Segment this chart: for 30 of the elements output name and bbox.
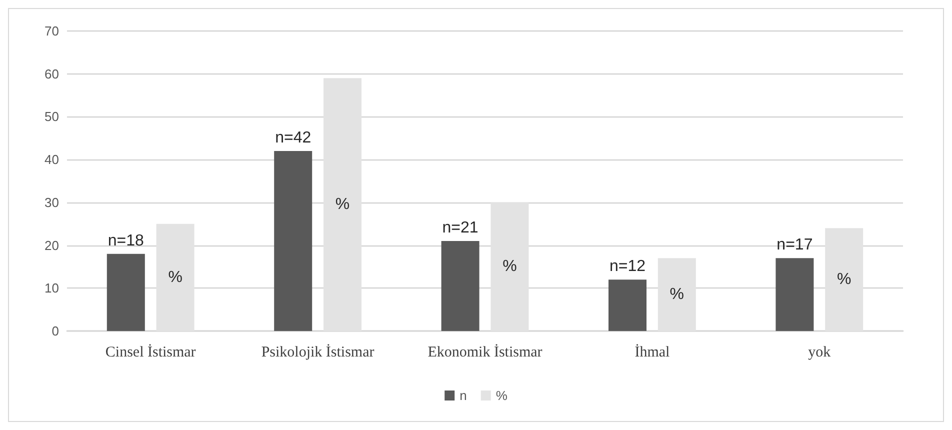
data-label: n=18 <box>108 232 144 250</box>
legend-label: n <box>460 388 467 403</box>
y-tick-label: 50 <box>44 109 59 124</box>
y-tick-label: 70 <box>44 24 59 38</box>
data-label: n=21 <box>442 220 478 236</box>
data-label: % <box>670 286 684 304</box>
bar <box>776 258 814 331</box>
y-tick-label: 30 <box>44 194 59 210</box>
bar <box>106 254 145 331</box>
x-tick-label: İhmal <box>634 344 670 360</box>
y-tick-label: 0 <box>52 324 59 338</box>
y-tick-label: 20 <box>44 238 59 253</box>
x-tick-label: Psikolojik İstismar <box>261 344 374 360</box>
x-tick-label: Ekonomik İstismar <box>428 344 542 360</box>
bar <box>274 151 312 331</box>
data-label: % <box>168 268 182 286</box>
data-label: % <box>502 258 517 276</box>
bar <box>441 241 480 331</box>
data-label: % <box>335 196 350 214</box>
data-label: n=12 <box>609 258 646 276</box>
y-tick-label: 60 <box>44 66 59 82</box>
data-label: n=42 <box>275 130 312 146</box>
data-label: n=17 <box>776 236 813 254</box>
x-tick-label: Cinsel İstismar <box>105 344 196 360</box>
bar <box>608 280 646 331</box>
x-tick-label: yok <box>808 344 832 360</box>
legend-label: % <box>496 388 508 403</box>
y-tick-label: 10 <box>44 280 59 296</box>
y-tick-label: 40 <box>44 152 59 168</box>
data-label: % <box>836 271 852 288</box>
